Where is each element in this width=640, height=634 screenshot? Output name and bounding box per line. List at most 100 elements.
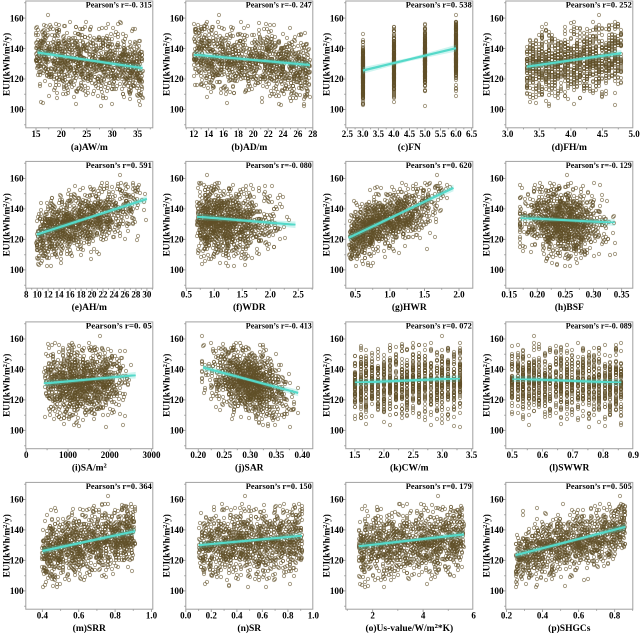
svg-text:12: 12 bbox=[189, 129, 199, 139]
svg-text:(c)FN: (c)FN bbox=[398, 142, 421, 153]
svg-text:EUI(kWh/m2/y): EUI(kWh/m2/y) bbox=[2, 33, 13, 96]
svg-text:5.0: 5.0 bbox=[419, 129, 431, 139]
svg-text:Pearson’s r=-0. 315: Pearson’s r=-0. 315 bbox=[86, 0, 152, 10]
svg-text:Pearson’s r=0. 538: Pearson’s r=0. 538 bbox=[406, 0, 473, 10]
svg-text:120: 120 bbox=[170, 395, 184, 405]
svg-text:1.5: 1.5 bbox=[349, 450, 361, 460]
svg-text:18: 18 bbox=[234, 129, 244, 139]
svg-text:0.8: 0.8 bbox=[609, 611, 621, 621]
svg-text:16: 16 bbox=[66, 290, 76, 300]
svg-text:6.0: 6.0 bbox=[450, 129, 462, 139]
svg-text:160: 160 bbox=[170, 495, 184, 505]
svg-text:6: 6 bbox=[471, 611, 476, 621]
svg-text:EUI(kWh/m2/y): EUI(kWh/m2/y) bbox=[2, 514, 13, 577]
svg-text:160: 160 bbox=[490, 334, 504, 344]
svg-text:0.2: 0.2 bbox=[501, 611, 513, 621]
svg-text:Pearson’s r=-0. 413: Pearson’s r=-0. 413 bbox=[246, 321, 312, 331]
svg-text:0.4: 0.4 bbox=[37, 611, 49, 621]
svg-text:160: 160 bbox=[10, 13, 24, 23]
svg-text:0: 0 bbox=[24, 450, 29, 460]
svg-text:100: 100 bbox=[10, 105, 24, 115]
svg-text:160: 160 bbox=[490, 174, 504, 184]
svg-text:100: 100 bbox=[170, 426, 184, 436]
svg-text:Pearson’s r=-0. 089: Pearson’s r=-0. 089 bbox=[566, 321, 632, 331]
svg-text:14: 14 bbox=[55, 290, 65, 300]
svg-text:3.5: 3.5 bbox=[534, 129, 546, 139]
svg-text:0.7: 0.7 bbox=[567, 450, 579, 460]
svg-text:0.6: 0.6 bbox=[573, 611, 585, 621]
svg-text:EUI(kWh/m2/y): EUI(kWh/m2/y) bbox=[2, 354, 13, 417]
svg-text:1.0: 1.0 bbox=[384, 290, 396, 300]
svg-text:EUI(kWh/m2/y): EUI(kWh/m2/y) bbox=[322, 354, 333, 417]
svg-text:4.5: 4.5 bbox=[597, 129, 609, 139]
svg-text:0.6: 0.6 bbox=[73, 611, 85, 621]
svg-text:140: 140 bbox=[490, 525, 504, 535]
svg-text:EUI(kWh/m2/y): EUI(kWh/m2/y) bbox=[162, 354, 173, 417]
svg-text:140: 140 bbox=[330, 365, 344, 375]
svg-text:140: 140 bbox=[170, 204, 184, 214]
svg-text:(b)AD/m: (b)AD/m bbox=[231, 142, 267, 153]
svg-text:160: 160 bbox=[10, 174, 24, 184]
svg-text:(m)SRR: (m)SRR bbox=[73, 623, 106, 634]
svg-text:2.0: 2.0 bbox=[378, 450, 390, 460]
svg-text:5.5: 5.5 bbox=[435, 129, 447, 139]
svg-text:0.30: 0.30 bbox=[586, 290, 602, 300]
svg-text:120: 120 bbox=[490, 556, 504, 566]
svg-text:26: 26 bbox=[120, 290, 130, 300]
svg-text:(k)CW/m: (k)CW/m bbox=[390, 463, 429, 474]
svg-text:0.30: 0.30 bbox=[242, 450, 258, 460]
svg-text:18: 18 bbox=[77, 290, 87, 300]
svg-text:(l)SWWR: (l)SWWR bbox=[549, 463, 589, 474]
svg-text:120: 120 bbox=[10, 556, 24, 566]
svg-text:120: 120 bbox=[490, 395, 504, 405]
svg-text:160: 160 bbox=[330, 13, 344, 23]
svg-text:8: 8 bbox=[24, 290, 29, 300]
svg-text:1.0: 1.0 bbox=[146, 611, 158, 621]
svg-text:(a)AW/m: (a)AW/m bbox=[71, 142, 108, 153]
svg-text:100: 100 bbox=[10, 426, 24, 436]
svg-text:160: 160 bbox=[330, 174, 344, 184]
svg-text:100: 100 bbox=[170, 586, 184, 596]
svg-text:1.5: 1.5 bbox=[419, 290, 431, 300]
svg-text:3.0: 3.0 bbox=[437, 450, 449, 460]
svg-text:4.0: 4.0 bbox=[565, 129, 577, 139]
svg-text:120: 120 bbox=[10, 74, 24, 84]
svg-text:140: 140 bbox=[330, 525, 344, 535]
svg-text:2.5: 2.5 bbox=[293, 290, 305, 300]
svg-text:100: 100 bbox=[490, 265, 504, 275]
svg-text:120: 120 bbox=[10, 395, 24, 405]
svg-text:140: 140 bbox=[10, 44, 24, 54]
svg-text:26: 26 bbox=[293, 129, 303, 139]
svg-text:(o)Us-value/W/m2*K): (o)Us-value/W/m2*K) bbox=[365, 623, 453, 634]
svg-text:12: 12 bbox=[44, 290, 54, 300]
svg-text:0.35: 0.35 bbox=[269, 450, 285, 460]
svg-text:100: 100 bbox=[330, 426, 344, 436]
svg-text:0.15: 0.15 bbox=[501, 290, 517, 300]
svg-text:EUI(kWh/m2/y): EUI(kWh/m2/y) bbox=[482, 33, 493, 96]
svg-text:1.0: 1.0 bbox=[308, 611, 320, 621]
svg-text:1.0: 1.0 bbox=[209, 290, 221, 300]
svg-text:0.25: 0.25 bbox=[558, 290, 574, 300]
svg-text:120: 120 bbox=[170, 74, 184, 84]
svg-text:Pearson’s r=-0. 247: Pearson’s r=-0. 247 bbox=[246, 0, 313, 10]
svg-text:Pearson’s r=0. 364: Pearson’s r=0. 364 bbox=[86, 481, 153, 491]
svg-text:30: 30 bbox=[108, 129, 118, 139]
svg-text:6.5: 6.5 bbox=[466, 129, 478, 139]
svg-text:2.5: 2.5 bbox=[342, 129, 354, 139]
svg-text:20: 20 bbox=[57, 129, 67, 139]
svg-text:140: 140 bbox=[330, 44, 344, 54]
svg-text:120: 120 bbox=[10, 235, 24, 245]
svg-text:160: 160 bbox=[10, 495, 24, 505]
svg-text:25: 25 bbox=[82, 129, 92, 139]
svg-text:100: 100 bbox=[330, 265, 344, 275]
svg-text:(j)SAR: (j)SAR bbox=[235, 463, 264, 474]
svg-text:14: 14 bbox=[204, 129, 214, 139]
svg-text:Pearson’s r=0. 252: Pearson’s r=0. 252 bbox=[566, 0, 632, 10]
svg-text:Pearson’s r=0. 620: Pearson’s r=0. 620 bbox=[406, 160, 472, 170]
svg-text:160: 160 bbox=[490, 495, 504, 505]
svg-text:0.9: 0.9 bbox=[628, 450, 640, 460]
svg-text:EUI(kWh/m2/y): EUI(kWh/m2/y) bbox=[322, 514, 333, 577]
svg-text:28: 28 bbox=[308, 129, 318, 139]
svg-text:120: 120 bbox=[330, 235, 344, 245]
svg-text:EUI(kWh/m2/y): EUI(kWh/m2/y) bbox=[162, 514, 173, 577]
